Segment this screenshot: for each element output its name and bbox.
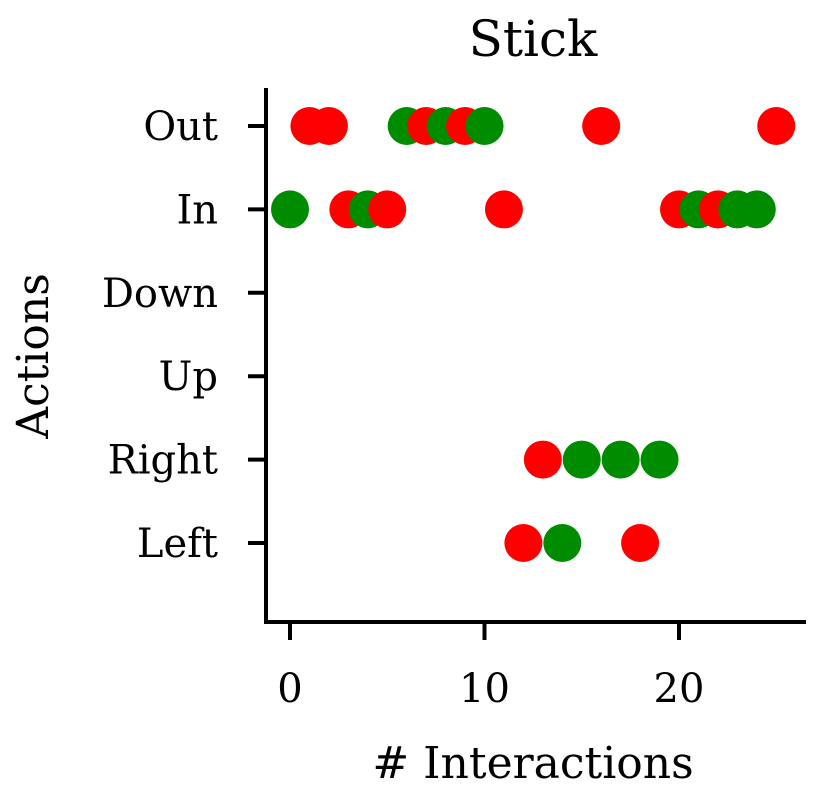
y-tick-label-down: Down [102, 271, 218, 317]
x-axis-label: # Interactions [372, 738, 693, 789]
data-point-right-17 [601, 440, 640, 479]
y-tick-label-left: Left [137, 521, 218, 567]
data-point-right-13 [523, 440, 562, 479]
data-point-out-10 [465, 107, 504, 145]
data-point-left-18 [621, 524, 660, 562]
data-point-in-5 [368, 190, 407, 229]
x-axis-ticks: 0 10 20 [277, 622, 704, 712]
y-tick-label-out: Out [143, 104, 218, 150]
y-tick-label-in: In [176, 187, 218, 233]
y-tick-label-up: Up [159, 354, 218, 400]
y-axis-label: Actions [8, 273, 59, 440]
data-point-out-16 [582, 107, 621, 145]
y-axis-ticks: Left Right Up Down In Out [102, 104, 266, 567]
chart-title: Stick [469, 10, 598, 68]
x-tick-label-20: 20 [654, 666, 705, 712]
data-point-out-2 [309, 107, 348, 145]
data-point-right-19 [640, 440, 679, 479]
data-point-in-11 [484, 190, 523, 229]
data-point-left-14 [543, 524, 582, 562]
x-tick-label-0: 0 [277, 666, 302, 712]
x-tick-label-10: 10 [459, 666, 510, 712]
data-points [271, 107, 796, 562]
y-tick-label-right: Right [108, 438, 218, 484]
data-point-right-15 [562, 440, 601, 479]
data-point-out-25 [757, 107, 796, 145]
data-point-in-24 [737, 190, 776, 229]
data-point-in-0 [271, 190, 309, 229]
data-point-left-12 [504, 524, 543, 562]
